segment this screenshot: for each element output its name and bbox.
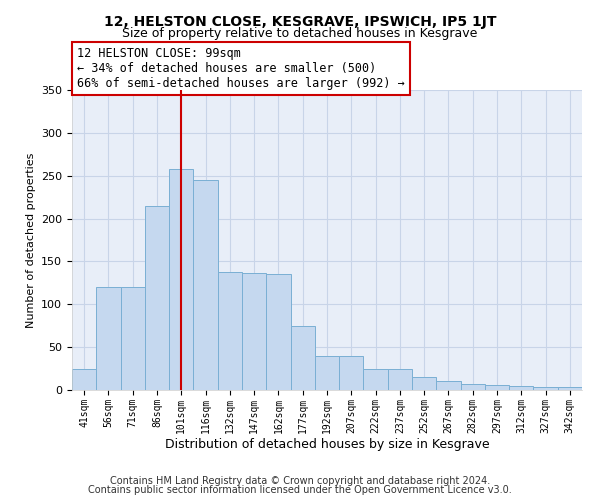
Bar: [193, 180, 218, 390]
Bar: [558, 388, 582, 390]
Bar: [315, 356, 339, 390]
Bar: [412, 377, 436, 390]
Bar: [169, 169, 193, 390]
Bar: [121, 287, 145, 390]
Text: 12, HELSTON CLOSE, KESGRAVE, IPSWICH, IP5 1JT: 12, HELSTON CLOSE, KESGRAVE, IPSWICH, IP…: [104, 15, 496, 29]
Text: Size of property relative to detached houses in Kesgrave: Size of property relative to detached ho…: [122, 28, 478, 40]
Bar: [242, 272, 266, 390]
X-axis label: Distribution of detached houses by size in Kesgrave: Distribution of detached houses by size …: [164, 438, 490, 452]
Y-axis label: Number of detached properties: Number of detached properties: [26, 152, 35, 328]
Bar: [364, 368, 388, 390]
Bar: [509, 386, 533, 390]
Bar: [72, 368, 96, 390]
Bar: [96, 287, 121, 390]
Bar: [290, 326, 315, 390]
Bar: [388, 368, 412, 390]
Text: 12 HELSTON CLOSE: 99sqm
← 34% of detached houses are smaller (500)
66% of semi-d: 12 HELSTON CLOSE: 99sqm ← 34% of detache…: [77, 47, 405, 90]
Bar: [145, 206, 169, 390]
Bar: [218, 272, 242, 390]
Text: Contains public sector information licensed under the Open Government Licence v3: Contains public sector information licen…: [88, 485, 512, 495]
Bar: [461, 384, 485, 390]
Bar: [533, 388, 558, 390]
Bar: [485, 385, 509, 390]
Bar: [339, 356, 364, 390]
Bar: [436, 382, 461, 390]
Bar: [266, 274, 290, 390]
Text: Contains HM Land Registry data © Crown copyright and database right 2024.: Contains HM Land Registry data © Crown c…: [110, 476, 490, 486]
